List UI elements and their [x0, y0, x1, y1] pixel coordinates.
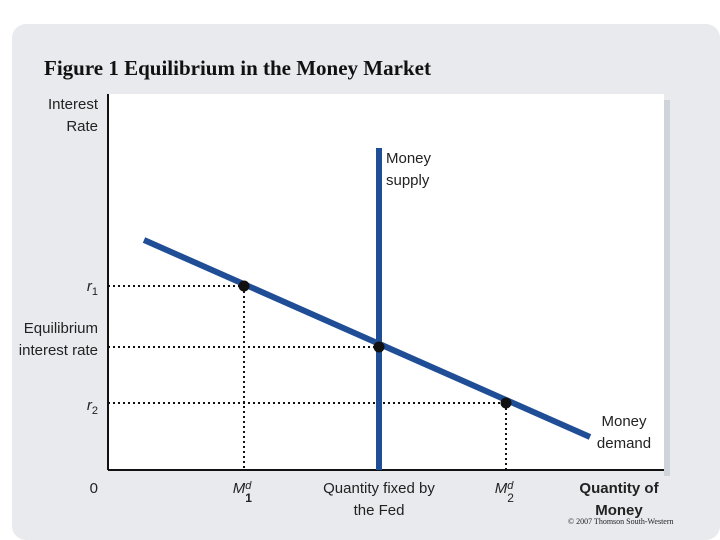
background-panel-lighter	[0, 0, 720, 20]
point-r1-m1	[238, 280, 250, 292]
y-axis-label-text: Interest Rate	[47, 96, 98, 135]
r2-label: r2	[60, 395, 98, 422]
point-r2-m2	[500, 397, 512, 409]
copyright-notice: © 2007 Thomson South-Western	[568, 517, 674, 526]
x-axis-label: Quantity of Money	[579, 480, 659, 519]
y-axis-label: Interest Rate	[20, 94, 98, 138]
m1-subscript: 1	[245, 491, 252, 505]
plot-shadow	[664, 100, 670, 476]
m1-letter: M	[232, 480, 246, 497]
r2-letter: r	[86, 397, 92, 414]
equilibrium-rate-label: Equilibrium interest rate	[18, 320, 98, 359]
r1-subscript: 1	[91, 286, 98, 298]
figure-title: Figure 1 Equilibrium in the Money Market	[44, 56, 431, 80]
r2-subscript: 2	[91, 405, 98, 417]
r1-label: r1	[60, 276, 98, 303]
quantity-fixed-label: Quantity fixed by the Fed	[323, 480, 435, 519]
r1-letter: r	[86, 278, 92, 295]
money-demand-curve	[142, 237, 592, 440]
m2-superscript: d	[507, 480, 514, 492]
equilibrium-point	[373, 341, 385, 353]
money-supply-label: Money supply	[386, 150, 432, 189]
m2-subscript: 2	[507, 491, 514, 505]
plot-area	[108, 94, 664, 470]
money-demand-label: Money demand	[596, 413, 652, 452]
origin-label: 0	[89, 480, 98, 497]
m2-letter: M	[494, 480, 508, 497]
m1-superscript: d	[245, 480, 252, 492]
